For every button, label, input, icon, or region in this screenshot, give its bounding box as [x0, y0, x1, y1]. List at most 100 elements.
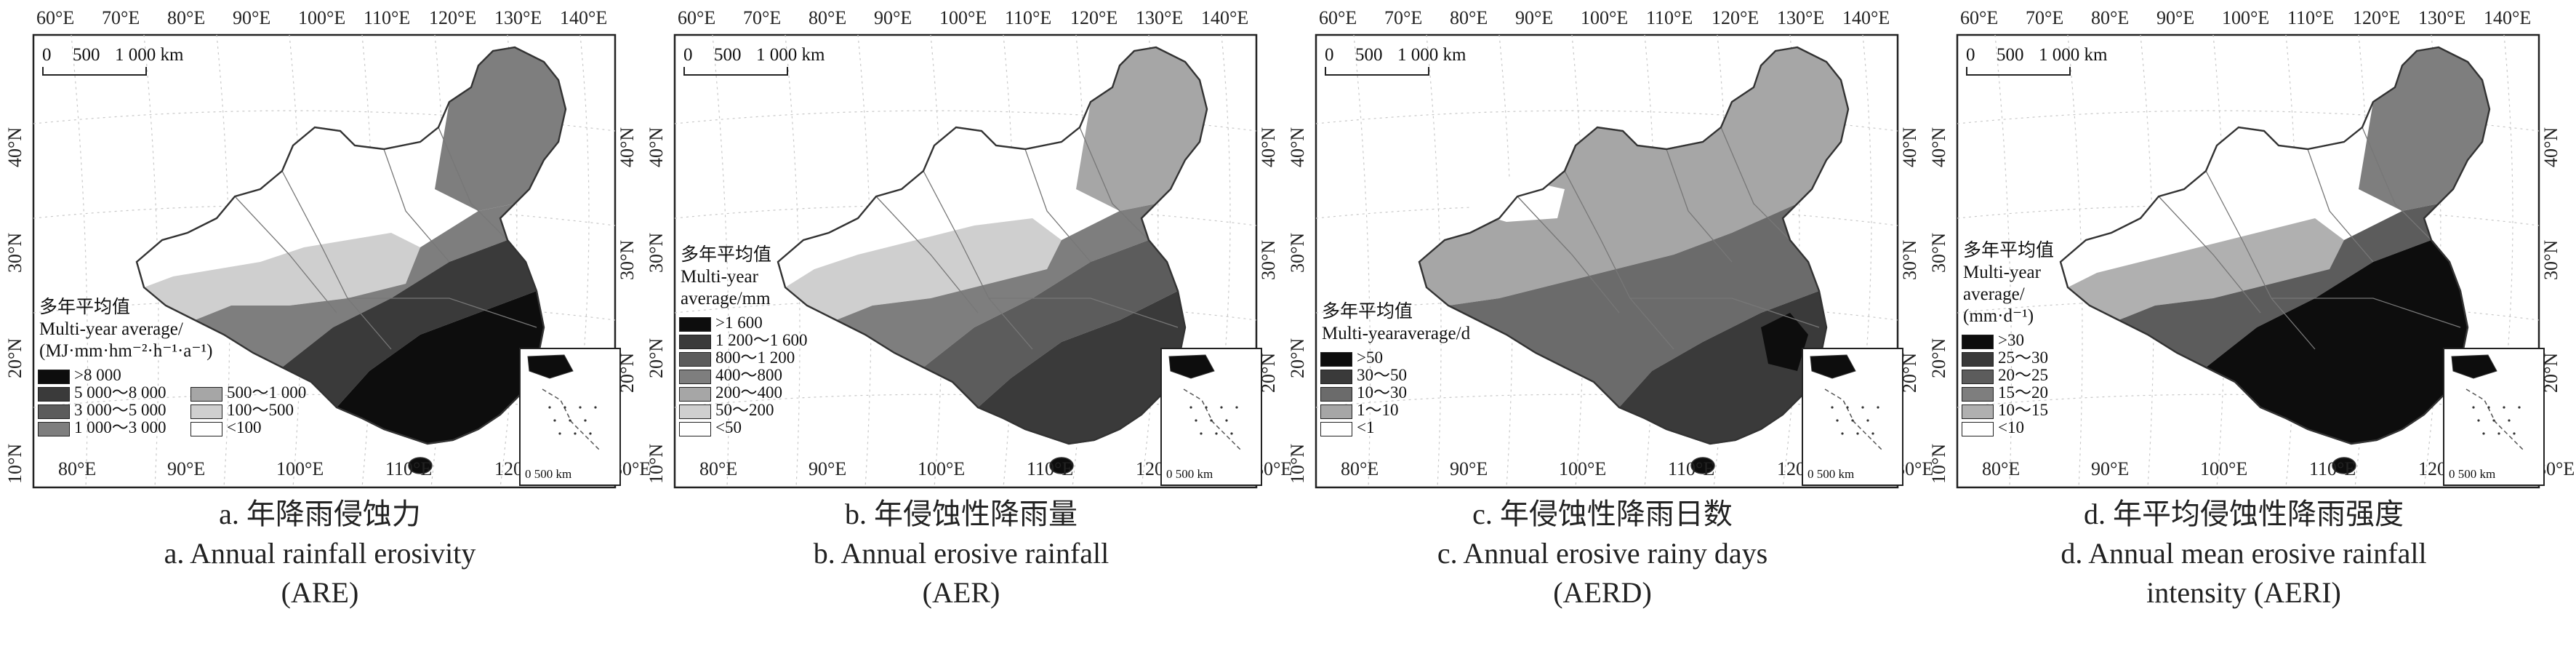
- legend-label: >1 600: [715, 314, 763, 332]
- legend-item: 25～30: [1962, 349, 2048, 367]
- value-zone: [2061, 102, 2373, 273]
- latitude-tick-left: 20°N: [1287, 338, 1308, 378]
- longitude-tick-top: 120°E: [1712, 7, 1760, 28]
- inset-island: [2482, 432, 2485, 435]
- latitude-tick-right: 40°N: [617, 127, 638, 167]
- graticule-line: [1994, 34, 2013, 488]
- graticule-line: [1851, 34, 1872, 488]
- latitude-tick-left: 20°N: [646, 338, 667, 378]
- caption-english: intensity (AERI): [2146, 576, 2341, 609]
- inset-coast: [1810, 354, 1856, 379]
- longitude-tick-top: 80°E: [2091, 7, 2130, 28]
- map-shading: [777, 46, 1208, 474]
- legend-swatch: [1962, 369, 1994, 384]
- graticule-line: [674, 110, 1257, 132]
- national-boundary: [777, 46, 1208, 445]
- longitude-tick-top: 60°E: [678, 7, 716, 28]
- value-zone: [1419, 47, 1848, 306]
- legend-title: Multi-year: [681, 267, 758, 287]
- caption-english: c. Annual erosive rainy days: [1437, 537, 1768, 570]
- inset-island: [2477, 419, 2480, 422]
- scale-mid: 500: [1355, 45, 1383, 65]
- inset-island: [1856, 432, 1859, 435]
- longitude-tick-top: 140°E: [1201, 7, 1249, 28]
- longitude-tick-top: 70°E: [1384, 7, 1423, 28]
- value-zone: [1076, 47, 1207, 211]
- national-boundary: [2059, 46, 2491, 445]
- inset-island: [2497, 432, 2500, 435]
- legend-item: 10～15: [1962, 402, 2048, 419]
- province-boundary: [1564, 170, 1674, 350]
- legend-title: average/mm: [681, 289, 771, 308]
- legend-title: 多年平均值: [1322, 302, 1413, 322]
- inset-island: [2508, 419, 2511, 422]
- inset-scale: 0 500 km: [1166, 467, 1213, 482]
- latitude-tick-right: 40°N: [2540, 127, 2561, 167]
- latitude-tick-left: 10°N: [1928, 443, 1949, 484]
- legend-label: <50: [715, 418, 742, 436]
- inset-island: [558, 432, 561, 435]
- inset-boundary: [1824, 388, 1884, 452]
- legend-item: 500～1 000: [190, 384, 306, 402]
- longitude-tick-top: 90°E: [874, 7, 912, 28]
- longitude-tick-bottom: 100°E: [918, 458, 966, 479]
- legend-swatch: [1320, 404, 1352, 419]
- province-boundary: [923, 170, 1033, 350]
- graticule-line: [1957, 110, 2540, 132]
- longitude-tick-top: 100°E: [1581, 7, 1629, 28]
- graticule-line: [1353, 34, 1371, 488]
- legend-swatch: [38, 386, 70, 402]
- value-zone: [923, 240, 1178, 407]
- longitude-tick-bottom: 100°E: [2200, 458, 2248, 479]
- inset-scale-zero: 0: [1166, 467, 1173, 481]
- south-china-sea-inset: 0 500 km: [1160, 348, 1262, 486]
- longitude-tick-top: 140°E: [1842, 7, 1890, 28]
- caption-chinese: b. 年侵蚀性降雨量: [845, 498, 1078, 530]
- legend-item: <1: [1320, 419, 1374, 436]
- inset-island: [2518, 406, 2521, 409]
- longitude-tick-top: 140°E: [2484, 7, 2532, 28]
- longitude-tick-top: 140°E: [560, 7, 608, 28]
- scale-bar-line: [42, 67, 147, 76]
- legend-item: 15～20: [1962, 384, 2048, 402]
- legend-item: <10: [1962, 419, 2024, 436]
- legend-label: 15～20: [1998, 383, 2048, 402]
- longitude-tick-top: 80°E: [1450, 7, 1488, 28]
- map-frame: [1951, 0, 2548, 495]
- longitude-tick-top: 80°E: [808, 7, 847, 28]
- longitude-tick-top: 70°E: [2026, 7, 2064, 28]
- map-frame: [28, 0, 624, 495]
- legend-item: 1 000～3 000: [38, 419, 166, 436]
- scale-end: 1 000 km: [2039, 45, 2108, 65]
- province-boundary: [2271, 298, 2461, 328]
- value-zone: [144, 233, 420, 320]
- legend-title: 多年平均值: [39, 298, 131, 317]
- latitude-tick-right: 30°N: [1899, 239, 1920, 280]
- scale-end: 1 000 km: [1397, 45, 1466, 65]
- longitude-tick-bottom: 90°E: [1450, 458, 1488, 479]
- china-map: [1315, 33, 1899, 489]
- latitude-tick-left: 40°N: [4, 127, 25, 167]
- province-boundary: [438, 127, 508, 241]
- province-boundary: [2362, 127, 2432, 241]
- value-zone: [2068, 218, 2344, 320]
- legend-swatch: [1320, 369, 1352, 384]
- legend-item: >50: [1320, 349, 1383, 367]
- legend-label: 30～50: [1357, 366, 1407, 384]
- longitude-tick-bottom: 90°E: [808, 458, 847, 479]
- legend-label: 800～1 200: [715, 348, 795, 367]
- latitude-tick-right: 40°N: [1258, 127, 1279, 167]
- value-zone: [778, 102, 1091, 269]
- inset-island: [1841, 432, 1844, 435]
- inset-boundary: [542, 388, 601, 452]
- inset-boundary: [2465, 388, 2525, 452]
- longitude-tick-top: 100°E: [939, 7, 987, 28]
- legend-item: 30～50: [1320, 367, 1407, 384]
- value-zone: [2206, 240, 2468, 444]
- inset-island: [548, 406, 551, 409]
- longitude-tick-bottom: 80°E: [1982, 458, 2021, 479]
- map-frame: [1310, 0, 1906, 495]
- south-china-sea-inset: 0 500 km: [519, 348, 621, 486]
- province-boundary: [1720, 127, 1791, 241]
- province-boundary: [1666, 148, 1733, 263]
